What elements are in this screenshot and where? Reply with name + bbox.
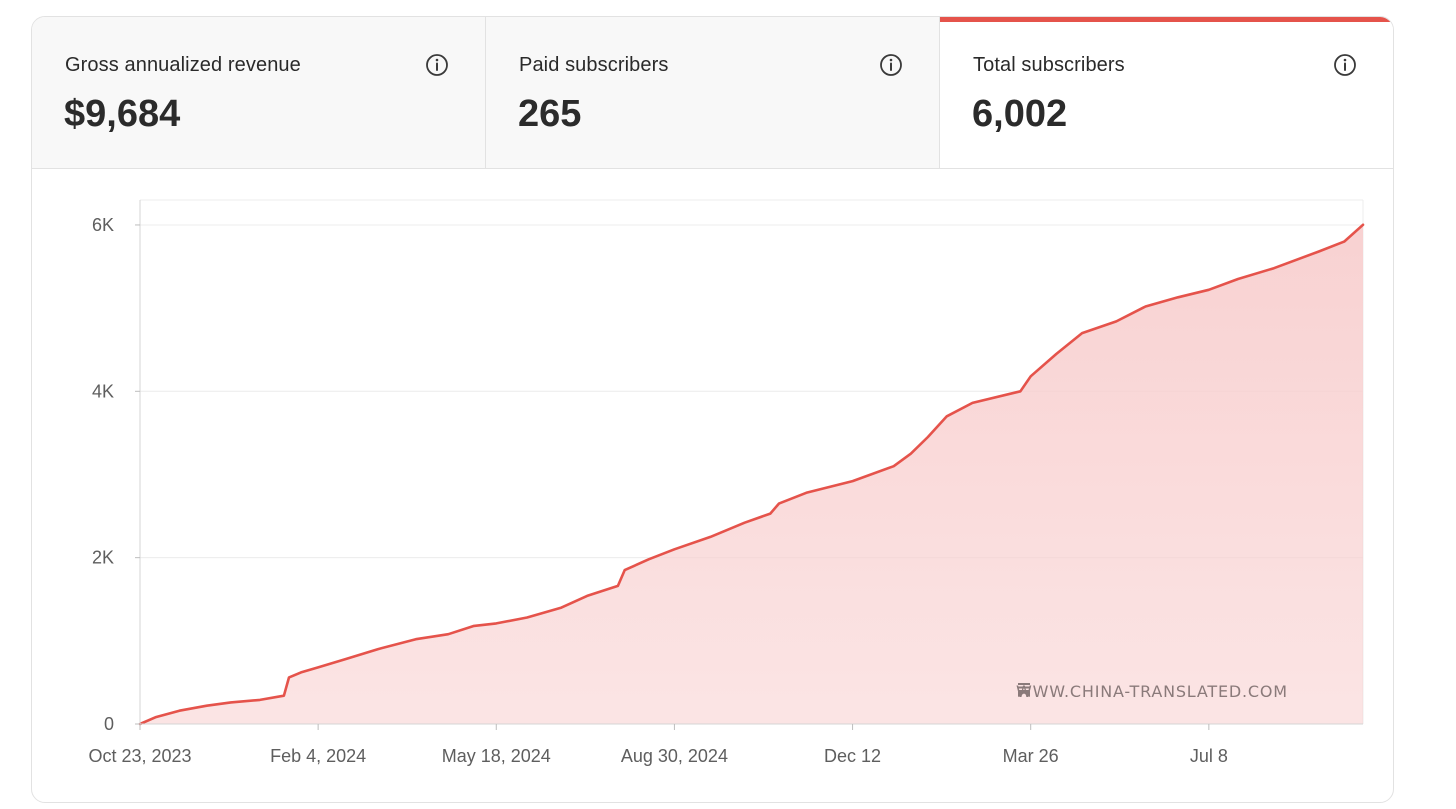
info-icon[interactable] <box>1333 53 1357 77</box>
chart-svg: 0 2K 4K 6K Oct 23, 2023 Feb 4, 2024 May 18, 20… <box>88 199 1365 766</box>
x-tick-label: Oct 23, 2023 <box>88 746 191 766</box>
subscriber-stats-card: Gross annualized revenue $9,684 Paid sub… <box>31 16 1394 803</box>
bookmark-icon <box>1018 683 1030 697</box>
metric-label: Total subscribers <box>973 54 1125 76</box>
metric-value: 265 <box>518 93 582 135</box>
metric-label: Paid subscribers <box>519 54 669 76</box>
y-tick-label: 6K <box>92 215 114 235</box>
x-tick-label: Jul 8 <box>1190 746 1228 766</box>
metric-value: $9,684 <box>64 93 181 135</box>
watermark-text: WWW.CHINA-TRANSLATED.COM <box>1016 682 1288 701</box>
subscriber-chart: 0 2K 4K 6K Oct 23, 2023 Feb 4, 2024 May 18, 20… <box>32 169 1393 802</box>
y-tick-label: 4K <box>92 381 114 401</box>
tab-gross-annualized-revenue[interactable]: Gross annualized revenue $9,684 <box>32 17 486 168</box>
series-line <box>138 223 1365 726</box>
watermark: WWW.CHINA-TRANSLATED.COM <box>1016 682 1288 701</box>
metric-tabs: Gross annualized revenue $9,684 Paid sub… <box>32 17 1393 169</box>
tab-total-subscribers[interactable]: Total subscribers 6,002 <box>940 17 1393 168</box>
x-tick-label: Aug 30, 2024 <box>621 746 728 766</box>
info-icon[interactable] <box>879 53 903 77</box>
metric-label: Gross annualized revenue <box>65 54 301 76</box>
tab-paid-subscribers[interactable]: Paid subscribers 265 <box>486 17 940 168</box>
x-tick-label: May 18, 2024 <box>442 746 551 766</box>
info-icon[interactable] <box>425 53 449 77</box>
x-tick-label: Dec 12 <box>824 746 881 766</box>
y-tick-label: 2K <box>92 548 114 568</box>
series-area <box>140 224 1363 725</box>
y-tick-label: 0 <box>104 714 114 734</box>
x-tick-label: Mar 26 <box>1003 746 1059 766</box>
metric-value: 6,002 <box>972 93 1068 135</box>
x-tick-label: Feb 4, 2024 <box>270 746 366 766</box>
